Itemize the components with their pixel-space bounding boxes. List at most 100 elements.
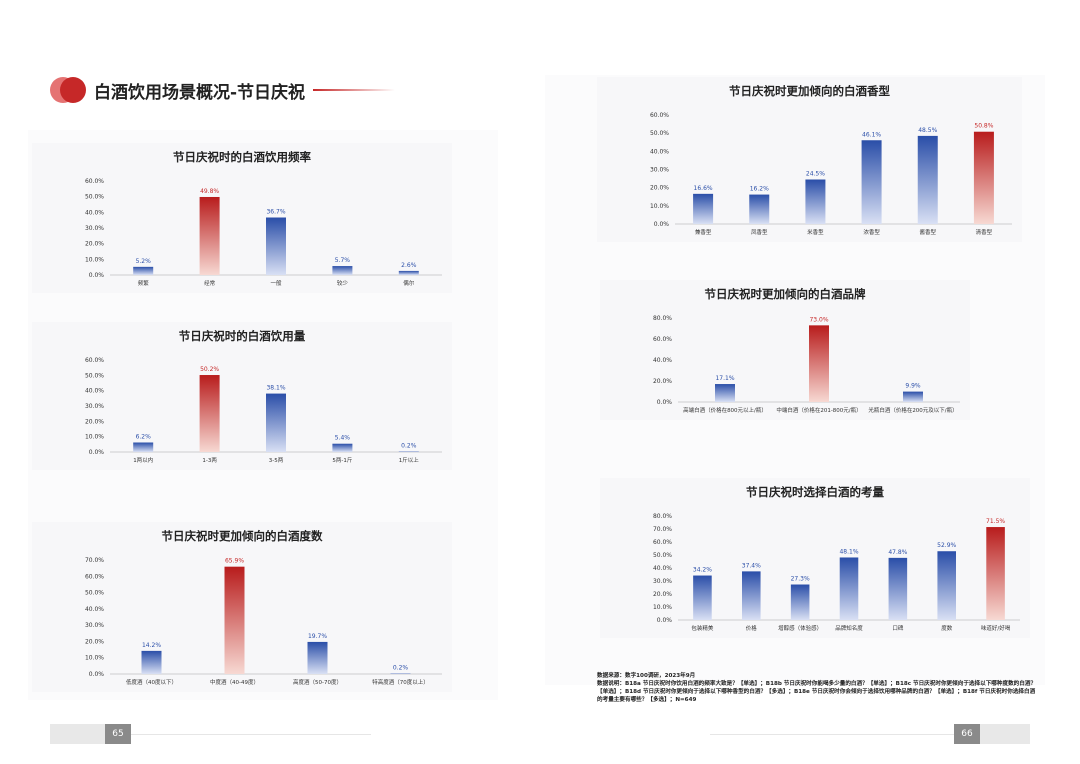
bar [715,384,735,402]
y-tick-label: 60.0% [653,336,672,343]
data-label: 47.8% [888,549,907,556]
bar [693,575,712,620]
data-label: 65.9% [225,558,244,565]
y-tick-label: 40.0% [85,209,104,216]
y-tick-label: 20.0% [653,378,672,385]
bar [809,325,829,402]
data-label: 46.1% [862,131,881,138]
y-tick-label: 80.0% [653,315,672,322]
y-tick-label: 50.0% [85,590,104,597]
bar [742,571,761,620]
category-label: 增醇感（体验感） [778,624,822,632]
data-label: 5.7% [335,257,351,264]
category-label: 中端白酒（价格在201-800元/瓶） [776,406,861,414]
category-label: 中度酒（40-49度） [210,678,259,686]
chart-drinking-frequency: 节日庆祝时的白酒饮用频率 0.0% 10.0% 20.0% 30.0% 40.0% 50.0… [32,143,452,293]
source-line: 数据来源：数字100调研，2023年9月 [597,673,696,679]
y-tick-label: 10.0% [85,655,104,662]
y-tick-label: 30.0% [85,622,104,629]
chart-svg: 节日庆祝时更加倾向的白酒品牌 0.0% 20.0% 40.0% 60.0% 80.0% 17… [653,287,960,414]
chart-title: 节日庆祝时选择白酒的考量 [746,485,884,499]
bar [141,650,162,674]
y-tick-label: 10.0% [653,604,672,611]
y-tick-label: 20.0% [653,591,672,598]
bar [398,270,419,275]
title-underline [313,89,396,91]
bar [973,131,994,224]
category-label: 包装精美 [691,624,714,632]
bar [133,442,154,452]
source-description: 数据说明：B18a 节日庆祝时你饮用白酒的频率大致是？【单选】；B18b 节日庆… [597,681,1037,704]
bar [986,527,1005,620]
y-tick-label: 60.0% [85,573,104,580]
data-label: 37.4% [742,562,761,569]
data-label: 17.1% [715,375,734,382]
category-label: 低度酒（40度以下） [126,678,177,686]
y-tick-label: 30.0% [85,225,104,232]
bar [917,135,938,224]
data-label: 2.6% [401,262,417,269]
data-label: 71.5% [986,518,1005,525]
category-label: 一般 [270,279,282,287]
category-label: 5两-1斤 [332,456,352,464]
data-label: 16.6% [694,185,713,192]
category-label: 偶尔 [403,279,415,287]
chart-selection-factors: 节日庆祝时选择白酒的考量 0.0% 10.0% 20.0% 30.0% 40.0% 50.0… [600,478,1030,638]
category-label: 高端白酒（价格在800元以上/瓶） [683,406,767,414]
y-tick-label: 20.0% [85,418,104,425]
footer-bar [50,724,105,744]
bar [266,217,286,275]
category-label: 浓香型 [863,228,880,236]
y-tick-label: 40.0% [653,357,672,364]
data-label: 73.0% [809,316,828,323]
bar [332,443,353,452]
category-label: 品牌知名度 [835,624,863,632]
y-tick-label: 20.0% [650,185,669,192]
bar [903,391,923,402]
category-label: 口碑 [892,624,904,632]
footer-divider [710,734,954,735]
y-tick-label: 30.0% [653,578,672,585]
chart-svg: 节日庆祝时的白酒饮用频率 0.0% 10.0% 20.0% 30.0% 40.0% 50.0… [85,150,442,287]
y-tick-label: 80.0% [653,513,672,520]
y-tick-label: 30.0% [85,403,104,410]
page-title: 白酒饮用场景概况-节日庆祝 [94,82,306,103]
data-label: 16.2% [750,186,769,193]
double-circle-logo-icon [50,77,88,103]
data-label: 49.8% [200,188,219,195]
y-tick-label: 10.0% [85,256,104,263]
data-label: 0.2% [393,664,409,671]
chart-svg: 节日庆祝时的白酒饮用量 0.0% 10.0% 20.0% 30.0% 40.0% 50.0%… [85,329,442,464]
y-tick-label: 0.0% [657,399,673,406]
data-label: 50.2% [200,366,219,373]
bar [199,375,220,452]
bar [390,673,411,674]
data-label: 48.5% [918,127,937,134]
footer-left: 65 [50,724,371,744]
y-tick-label: 50.0% [653,552,672,559]
bar [133,266,154,275]
category-label: 度数 [941,624,953,632]
footer-bar [980,724,1030,744]
bar [839,557,859,620]
chart-title: 节日庆祝时更加倾向的白酒度数 [162,529,323,543]
chart-svg: 节日庆祝时更加倾向的白酒度数 0.0% 10.0% 20.0% 30.0% 40.0% 50… [85,529,442,686]
data-label: 5.4% [335,435,351,442]
y-tick-label: 50.0% [85,194,104,201]
category-label: 特高度酒（70度以上） [372,678,429,686]
category-label: 1两以内 [133,456,153,464]
bar [307,641,328,674]
data-label: 34.2% [693,567,712,574]
category-label: 味道好/好喝 [981,624,1011,632]
chart-title: 节日庆祝时的白酒饮用量 [179,329,306,343]
y-tick-label: 0.0% [89,449,105,456]
data-label: 19.7% [308,633,327,640]
bar [332,266,353,275]
y-tick-label: 30.0% [650,167,669,174]
page-number-right: 66 [954,724,980,744]
category-label: 兼香型 [695,228,712,236]
data-label: 0.2% [401,442,417,449]
category-label: 频繁 [138,279,150,287]
y-tick-label: 0.0% [657,617,673,624]
bar [888,557,908,620]
